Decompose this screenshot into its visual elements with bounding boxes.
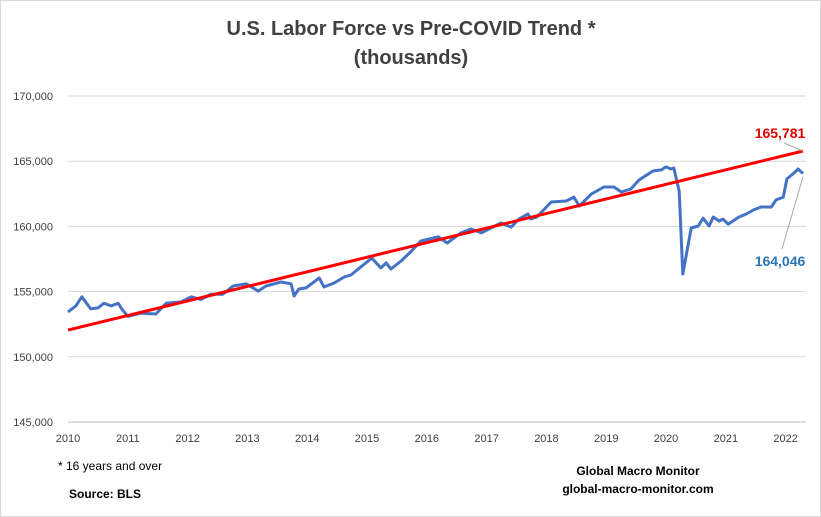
- x-tick-label: 2017: [474, 433, 498, 445]
- x-tick-label: 2010: [56, 433, 80, 445]
- x-tick-label: 2015: [355, 433, 379, 445]
- x-tick-label: 2019: [594, 433, 618, 445]
- footnote: * 16 years and over: [58, 459, 162, 473]
- labor-force-end-label: 164,046: [755, 253, 806, 269]
- x-tick-label: 2012: [175, 433, 199, 445]
- y-tick-label: 170,000: [13, 91, 53, 103]
- brand-website: global-macro-monitor.com: [562, 482, 713, 496]
- y-tick-label: 165,000: [13, 156, 53, 168]
- y-tick-label: 155,000: [13, 287, 53, 299]
- chart-title: U.S. Labor Force vs Pre-COVID Trend *: [227, 18, 596, 40]
- leader-line: [783, 142, 804, 152]
- y-tick-label: 150,000: [13, 352, 53, 364]
- x-tick-label: 2014: [295, 433, 319, 445]
- y-tick-label: 160,000: [13, 221, 53, 233]
- trend-end-label: 165,781: [755, 125, 806, 141]
- x-tick-label: 2011: [116, 433, 140, 445]
- leader-line: [781, 176, 804, 250]
- x-tick-label: 2016: [415, 433, 439, 445]
- trend-line: [67, 149, 804, 332]
- x-tick-label: 2013: [235, 433, 259, 445]
- brand-name: Global Macro Monitor: [576, 464, 700, 478]
- chart-subtitle: (thousands): [354, 47, 468, 69]
- x-tick-label: 2021: [714, 433, 738, 445]
- source-note: Source: BLS: [69, 487, 141, 501]
- x-tick-label: 2022: [773, 433, 797, 445]
- y-tick-label: 145,000: [13, 417, 53, 429]
- x-tick-label: 2018: [534, 433, 558, 445]
- x-tick-label: 2020: [654, 433, 678, 445]
